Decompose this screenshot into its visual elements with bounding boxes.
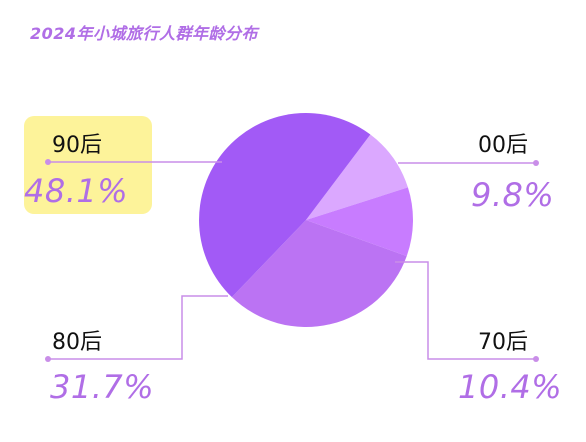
value-80s: 31.7% — [50, 368, 155, 406]
chart-title: 2024年小城旅行人群年龄分布 — [30, 24, 259, 43]
label-90s: 90后 — [52, 133, 102, 158]
slice-70s — [306, 187, 413, 257]
value-00s: 9.8% — [471, 176, 555, 214]
label-00s: 00后 — [478, 133, 528, 158]
leader-70s — [395, 261, 536, 360]
leader-80s — [48, 295, 228, 360]
leader-dot — [533, 160, 539, 166]
value-90s: 48.1% — [24, 172, 129, 210]
leader-dot — [533, 356, 539, 362]
slice-80s — [231, 220, 407, 327]
leader-dot — [45, 159, 51, 165]
highlight-box-90s — [24, 116, 152, 214]
label-70s: 70后 — [478, 330, 528, 355]
value-70s: 10.4% — [458, 368, 563, 406]
leader-dot — [45, 356, 51, 362]
label-80s: 80后 — [52, 330, 102, 355]
slice-00s — [306, 134, 408, 220]
slice-90s — [199, 113, 371, 298]
